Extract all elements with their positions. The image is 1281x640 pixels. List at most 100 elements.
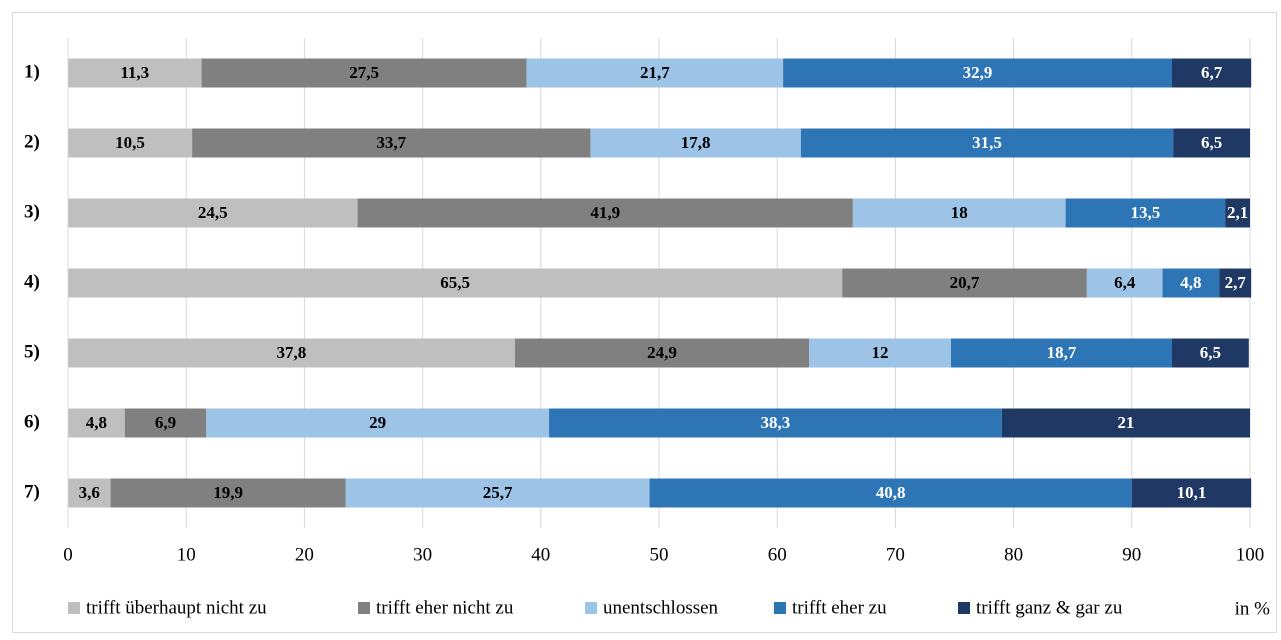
- value-label: 6,9: [155, 413, 176, 432]
- value-label: 40,8: [876, 483, 906, 502]
- bar-segment: [1001, 408, 1250, 438]
- x-tick-label: 10: [177, 544, 196, 565]
- value-label: 32,9: [963, 63, 993, 82]
- x-tick-label: 90: [1122, 544, 1141, 565]
- x-tick-label: 30: [413, 544, 432, 565]
- bar-segment: [68, 338, 515, 368]
- legend-label: trifft eher nicht zu: [376, 597, 514, 618]
- value-label: 24,9: [647, 343, 677, 362]
- bar-segment: [800, 128, 1174, 158]
- x-tick-label: 40: [531, 544, 550, 565]
- value-label: 2,7: [1225, 273, 1247, 292]
- bar-segment: [110, 478, 346, 508]
- category-label: 6): [24, 411, 40, 432]
- bar-segment: [345, 478, 650, 508]
- category-label: 1): [24, 61, 40, 82]
- value-label: 38,3: [761, 413, 791, 432]
- x-tick-label: 20: [295, 544, 314, 565]
- x-tick-label: 0: [63, 544, 73, 565]
- x-tick-label: 50: [650, 544, 669, 565]
- bar-segment: [1131, 478, 1252, 508]
- bar-segment: [192, 128, 591, 158]
- value-label: 27,5: [349, 63, 379, 82]
- value-label: 33,7: [376, 133, 406, 152]
- category-label: 4): [24, 271, 40, 292]
- value-label: 6,7: [1201, 63, 1223, 82]
- x-tick-label: 60: [768, 544, 787, 565]
- value-label: 11,3: [120, 63, 149, 82]
- legend-label: trifft ganz & gar zu: [976, 597, 1123, 618]
- unit-label: in %: [1235, 598, 1271, 619]
- legend-swatch: [68, 602, 80, 614]
- bar-segment: [1171, 58, 1252, 88]
- value-label: 2,1: [1227, 203, 1248, 222]
- value-label: 20,7: [950, 273, 980, 292]
- legend-swatch: [774, 602, 786, 614]
- bar-segment: [590, 128, 801, 158]
- bar-segment: [852, 198, 1066, 228]
- bar-segment: [1086, 268, 1163, 298]
- bar-segment: [950, 338, 1172, 368]
- bar-segment: [526, 58, 784, 88]
- x-tick-label: 100: [1236, 544, 1265, 565]
- bar-segment: [1171, 338, 1249, 368]
- bar-segment: [1065, 198, 1226, 228]
- bar-segment: [549, 408, 1002, 438]
- value-label: 17,8: [681, 133, 711, 152]
- x-tick-label: 80: [1004, 544, 1023, 565]
- bar-segment: [783, 58, 1172, 88]
- chart-border: [12, 12, 1277, 633]
- value-label: 10,5: [115, 133, 145, 152]
- category-label: 7): [24, 481, 40, 502]
- category-label: 3): [24, 201, 40, 222]
- bar-segment: [809, 338, 951, 368]
- value-label: 19,9: [213, 483, 243, 502]
- bar-segment: [68, 268, 843, 298]
- value-label: 37,8: [277, 343, 307, 362]
- legend-swatch: [585, 602, 597, 614]
- value-label: 18,7: [1047, 343, 1077, 362]
- bar-segment: [68, 58, 202, 88]
- value-label: 24,5: [198, 203, 228, 222]
- value-label: 13,5: [1131, 203, 1161, 222]
- x-tick-label: 70: [886, 544, 905, 565]
- category-label: 2): [24, 131, 40, 152]
- bar-segment: [68, 198, 358, 228]
- legend-label: unentschlossen: [603, 597, 719, 618]
- value-label: 12: [872, 343, 889, 362]
- legend-swatch: [358, 602, 370, 614]
- value-label: 21,7: [640, 63, 670, 82]
- bar-segment: [1162, 268, 1220, 298]
- value-label: 21: [1117, 413, 1134, 432]
- value-label: 29: [369, 413, 386, 432]
- legend-label: trifft eher zu: [792, 597, 887, 618]
- bar-segment: [68, 128, 193, 158]
- value-label: 10,1: [1177, 483, 1207, 502]
- value-label: 25,7: [483, 483, 513, 502]
- legend-swatch: [958, 602, 970, 614]
- value-label: 41,9: [590, 203, 620, 222]
- value-label: 6,5: [1201, 133, 1222, 152]
- bar-segment: [68, 478, 111, 508]
- bar-segment: [357, 198, 853, 228]
- bar-segment: [842, 268, 1087, 298]
- value-label: 4,8: [1180, 273, 1201, 292]
- value-label: 65,5: [440, 273, 470, 292]
- bar-segment: [514, 338, 810, 368]
- value-label: 6,4: [1114, 273, 1136, 292]
- legend-label: trifft überhaupt nicht zu: [86, 597, 267, 618]
- value-label: 6,5: [1200, 343, 1221, 362]
- bar-segment: [124, 408, 207, 438]
- bar-segment: [206, 408, 550, 438]
- bar-segment: [649, 478, 1132, 508]
- bar-segment: [1219, 268, 1252, 298]
- bar-segment: [201, 58, 527, 88]
- value-label: 3,6: [79, 483, 100, 502]
- value-label: 4,8: [86, 413, 107, 432]
- bar-segment: [1225, 198, 1250, 228]
- value-label: 31,5: [972, 133, 1002, 152]
- bar-segment: [1173, 128, 1250, 158]
- value-label: 18: [951, 203, 968, 222]
- category-label: 5): [24, 341, 40, 362]
